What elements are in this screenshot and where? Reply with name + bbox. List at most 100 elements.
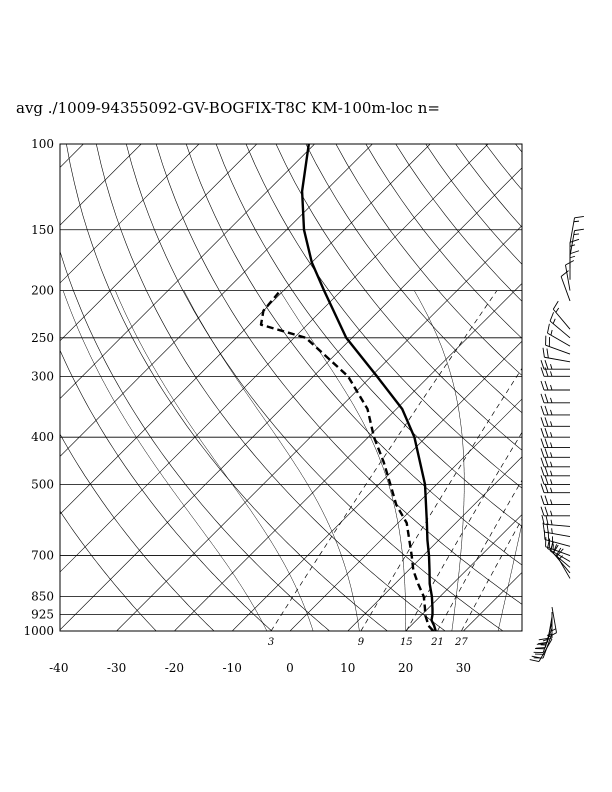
isotherm	[231, 340, 522, 631]
dry-adiabat	[185, 144, 522, 566]
temperature-profile	[300, 144, 437, 631]
pressure-axis-labels: 100 150 200 250 300 400 500 700 850 925 1000	[23, 137, 54, 638]
isotherm	[579, 144, 612, 631]
barb-staff	[547, 616, 553, 643]
isotherm	[520, 629, 522, 631]
barb-staff	[549, 320, 571, 339]
wind-barb	[533, 633, 553, 659]
wind-barb	[540, 457, 570, 468]
moist-adiabat	[62, 290, 268, 631]
mixing-ratio-label: 9	[358, 637, 365, 648]
wind-barb	[540, 380, 570, 391]
barb-staff	[565, 264, 571, 291]
wind-barb	[540, 448, 570, 458]
dry-adiabat	[66, 144, 388, 631]
wind-barb	[569, 238, 580, 269]
barb-half-feather	[569, 255, 576, 259]
isotherm	[60, 144, 258, 342]
barb-staff	[544, 523, 571, 527]
isotherm	[60, 144, 373, 457]
pressure-label: 250	[31, 331, 54, 345]
barb-feather	[560, 270, 569, 277]
barb-feather	[544, 457, 549, 467]
barb-feather	[544, 405, 549, 416]
barb-feather	[555, 547, 562, 557]
barb-half-feather	[569, 244, 576, 247]
barb-staff	[552, 552, 571, 574]
dry-adiabat	[485, 144, 522, 191]
pressure-label: 1000	[23, 624, 54, 638]
barb-feather	[544, 428, 549, 438]
barb-half-feather	[550, 487, 553, 493]
moist-adiabat	[497, 522, 522, 631]
dry-adiabat	[335, 144, 522, 376]
moist-adiabat	[414, 290, 465, 631]
isotherm	[60, 144, 142, 226]
temperature-axis-labels: -40 -30 -20 -10 0 10 20 30	[49, 661, 471, 675]
barb-feather	[544, 483, 549, 493]
pressure-label: 925	[31, 608, 54, 622]
barb-feather	[542, 347, 545, 358]
mixing-ratio-line	[461, 518, 522, 631]
wind-barb	[540, 428, 570, 438]
barb-feather	[574, 228, 584, 232]
barb-half-feather	[550, 470, 553, 476]
barb-feather	[574, 215, 584, 219]
wind-barb	[569, 228, 584, 257]
wind-barb	[540, 475, 570, 485]
temperature-tick-label: -30	[107, 661, 126, 675]
plot-frame	[59, 143, 523, 632]
wind-barb	[542, 522, 571, 538]
barb-feather	[544, 393, 549, 403]
barb-half-feather	[550, 461, 553, 467]
barb-feather	[544, 438, 549, 448]
mixing-ratio-line	[360, 367, 522, 631]
barb-feather	[529, 659, 540, 662]
wind-barb	[538, 616, 553, 645]
wind-barb	[541, 514, 571, 527]
isotherm	[289, 398, 522, 631]
barb-feather	[535, 647, 546, 649]
pressure-label: 150	[31, 223, 54, 237]
barb-feather	[544, 417, 549, 427]
wind-barb	[540, 506, 570, 517]
barb-staff	[545, 546, 571, 556]
barb-feather	[569, 250, 580, 255]
barb-half-feather	[550, 479, 553, 485]
barb-feather	[544, 506, 549, 516]
mixing-ratio-line	[270, 290, 498, 631]
wind-barb	[542, 347, 571, 363]
mixing-ratio-label: 21	[430, 637, 444, 648]
barb-feather	[540, 495, 545, 505]
wind-barb	[569, 250, 580, 280]
wind-barb	[540, 495, 570, 506]
isotherm	[60, 144, 200, 284]
barb-feather	[540, 360, 545, 370]
barb-feather	[547, 632, 557, 638]
barb-half-feather	[550, 421, 553, 427]
wind-barb	[540, 417, 570, 427]
chart-title: avg ./1009-94355092-GV-BOGFIX-T8C KM-100…	[16, 99, 440, 117]
barb-half-feather	[555, 307, 560, 313]
mixing-ratio-labels: 3 9 15 21 27	[268, 637, 469, 648]
barb-feather	[540, 438, 545, 448]
barb-staff	[551, 607, 557, 633]
pressure-label: 500	[31, 477, 54, 491]
barb-feather	[545, 515, 549, 525]
wind-barb	[540, 438, 570, 448]
pressure-label: 700	[31, 549, 54, 563]
barb-staff	[547, 548, 571, 562]
barb-feather	[542, 637, 553, 642]
barb-staff	[547, 332, 571, 347]
barb-feather	[540, 367, 545, 377]
temperature-tick-label: -40	[49, 661, 68, 675]
barb-staff	[560, 276, 571, 302]
pressure-label: 100	[31, 137, 54, 151]
isotherm	[116, 225, 522, 631]
wind-barb	[540, 393, 570, 404]
wind-barb	[560, 270, 571, 302]
sounding-profiles	[259, 144, 437, 631]
barb-feather	[541, 514, 545, 525]
mixing-ratio-line	[405, 431, 522, 631]
